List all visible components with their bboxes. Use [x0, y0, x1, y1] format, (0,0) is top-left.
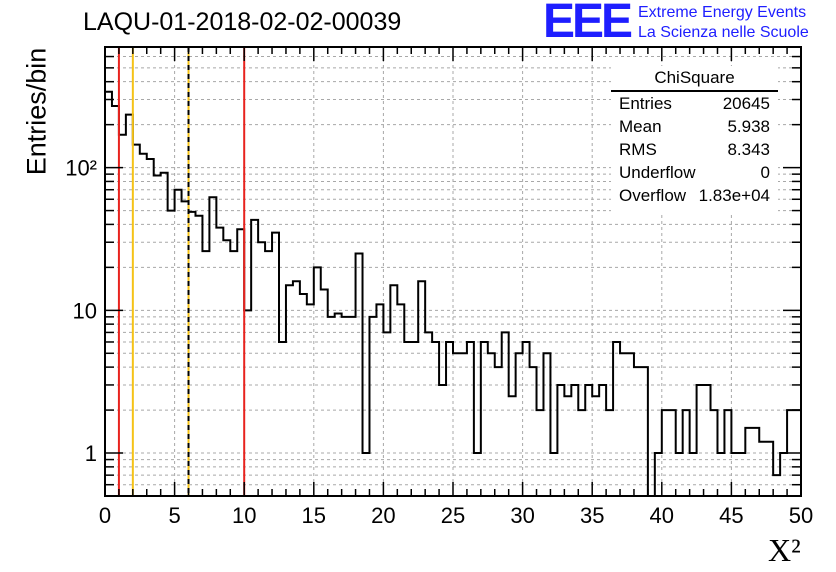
x-tick-label: 25 — [441, 503, 465, 528]
x-tick-label: 50 — [789, 503, 813, 528]
histogram-series — [104, 90, 802, 497]
x-axis-label: X² — [768, 532, 801, 568]
eee-logo-mark: EEE — [543, 0, 633, 48]
plot-title: LAQU-01-2018-02-02-00039 — [83, 8, 402, 36]
x-tick-label: 0 — [99, 503, 111, 528]
stats-key: Mean — [619, 117, 662, 136]
stats-key: RMS — [619, 140, 657, 159]
x-tick-label: 40 — [650, 503, 674, 528]
x-tick-label: 20 — [371, 503, 395, 528]
x-tick-label: 30 — [510, 503, 534, 528]
y-axis-label: Entries/bin — [21, 47, 52, 176]
stats-box: ChiSquare Entries 20645 Mean 5.938 RMS 8… — [611, 66, 778, 213]
stats-value: 0 — [760, 163, 770, 182]
y-tick-label: 10² — [65, 156, 97, 181]
logo-line-2: La Scienza nelle Scuole — [638, 24, 809, 41]
stats-value: 20645 — [722, 94, 770, 113]
x-tick-label: 15 — [302, 503, 326, 528]
stats-key: Overflow — [619, 186, 687, 205]
stats-divider — [611, 90, 778, 92]
x-tick-label: 45 — [719, 503, 743, 528]
x-tick-label: 35 — [580, 503, 604, 528]
y-tick-label: 1 — [85, 441, 97, 466]
stats-key: Entries — [619, 94, 672, 113]
stats-title: ChiSquare — [654, 68, 735, 87]
x-tick-label: 10 — [232, 503, 256, 528]
x-tick-label: 5 — [168, 503, 180, 528]
stats-value: 8.343 — [727, 140, 770, 159]
logo-line-1: Extreme Energy Events — [638, 4, 807, 21]
y-tick-label: 10 — [73, 298, 97, 323]
stats-key: Underflow — [619, 163, 696, 182]
stats-value: 5.938 — [727, 117, 770, 136]
stats-value: 1.83e+04 — [698, 186, 770, 205]
